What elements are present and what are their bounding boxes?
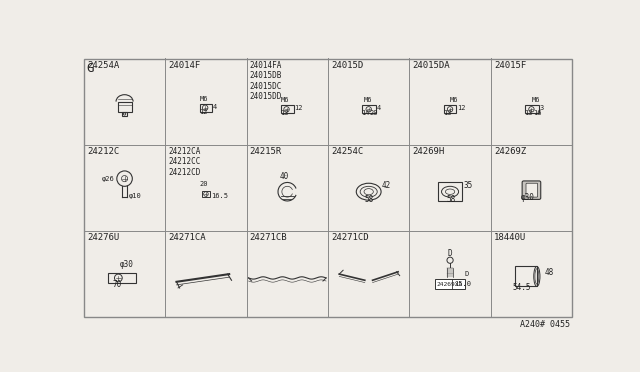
- Text: 24212CA
24212CC
24212CD: 24212CA 24212CC 24212CD: [168, 147, 201, 177]
- Text: φ10: φ10: [129, 193, 141, 199]
- Text: 12: 12: [457, 105, 465, 111]
- Text: 15.0: 15.0: [454, 281, 471, 287]
- Text: M6: M6: [281, 97, 289, 103]
- Text: 16.5: 16.5: [211, 193, 228, 199]
- Bar: [122, 112, 127, 116]
- Bar: [202, 191, 210, 197]
- Text: M6: M6: [364, 97, 372, 103]
- Text: 12: 12: [294, 105, 303, 111]
- Text: 24269XA: 24269XA: [437, 282, 463, 286]
- Text: 3: 3: [540, 105, 544, 111]
- Bar: [438, 183, 463, 201]
- Text: 16: 16: [533, 110, 541, 116]
- Text: D: D: [448, 248, 452, 258]
- Text: A240# 0455: A240# 0455: [520, 320, 570, 329]
- Bar: [281, 106, 294, 113]
- Text: 18440U: 18440U: [494, 233, 526, 242]
- FancyBboxPatch shape: [526, 183, 538, 197]
- Text: φ30: φ30: [520, 193, 534, 202]
- Text: 24254A: 24254A: [87, 61, 119, 70]
- Text: 24271CB: 24271CB: [250, 233, 287, 242]
- Text: 24276U: 24276U: [87, 233, 119, 242]
- Text: 24015DA: 24015DA: [412, 61, 450, 70]
- Text: 58: 58: [365, 196, 374, 205]
- Text: φ30: φ30: [120, 260, 134, 269]
- Text: 4: 4: [213, 103, 217, 109]
- Text: 24254C: 24254C: [331, 147, 364, 156]
- Bar: [362, 106, 376, 113]
- Bar: [525, 106, 539, 113]
- Text: 20: 20: [369, 110, 378, 116]
- Text: G: G: [86, 62, 93, 76]
- Bar: [108, 273, 136, 283]
- Text: 58: 58: [446, 196, 456, 205]
- Text: D: D: [465, 272, 469, 278]
- Text: 40: 40: [280, 172, 289, 182]
- Text: 24215R: 24215R: [250, 147, 282, 156]
- Text: 48: 48: [545, 268, 554, 277]
- Text: 12: 12: [200, 109, 208, 115]
- Text: 20: 20: [200, 181, 208, 187]
- Text: 24015F: 24015F: [494, 61, 526, 70]
- Text: 54.5: 54.5: [512, 282, 531, 292]
- Text: M6: M6: [531, 97, 540, 103]
- Text: 24269Z: 24269Z: [494, 147, 526, 156]
- Text: 13: 13: [524, 110, 533, 116]
- Text: M6: M6: [450, 97, 459, 103]
- Text: 24269H: 24269H: [412, 147, 445, 156]
- FancyBboxPatch shape: [522, 181, 541, 199]
- Text: 24014FA
24015DB
24015DC
24015DD: 24014FA 24015DB 24015DC 24015DD: [250, 61, 282, 101]
- Bar: [515, 266, 537, 286]
- Text: 4: 4: [376, 105, 381, 111]
- Text: 24014F: 24014F: [168, 61, 200, 70]
- Text: 24271CD: 24271CD: [331, 233, 369, 242]
- Text: 13: 13: [443, 110, 452, 116]
- Bar: [200, 104, 212, 112]
- Bar: [435, 279, 465, 289]
- Bar: [444, 106, 456, 113]
- Bar: [118, 102, 132, 112]
- Text: M6: M6: [200, 96, 209, 102]
- Text: 70: 70: [113, 280, 122, 289]
- Text: 24271CA: 24271CA: [168, 233, 206, 242]
- Text: 14: 14: [361, 110, 369, 116]
- Text: 24212C: 24212C: [87, 147, 119, 156]
- Text: φ26: φ26: [102, 176, 115, 182]
- Text: 35: 35: [463, 181, 472, 190]
- Text: 13: 13: [280, 110, 289, 116]
- Text: 42: 42: [382, 181, 391, 190]
- Text: 24015D: 24015D: [331, 61, 364, 70]
